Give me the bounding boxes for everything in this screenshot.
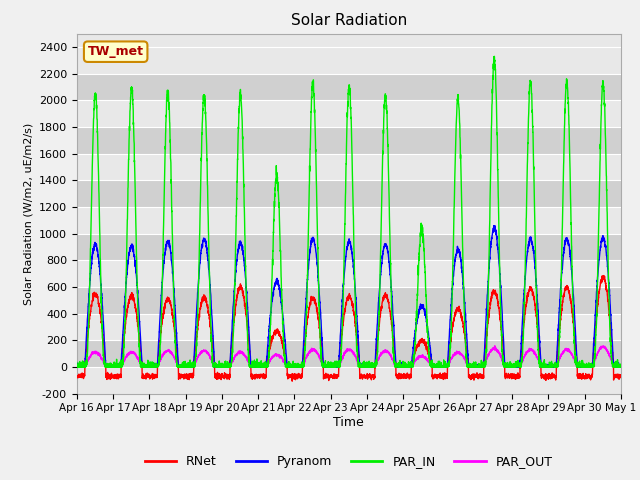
PAR_IN xyxy=(73,364,81,370)
Bar xyxy=(77,154,621,180)
Pyranom xyxy=(502,362,509,368)
Line: PAR_OUT: PAR_OUT xyxy=(77,346,621,367)
Bar xyxy=(77,100,621,127)
PAR_OUT xyxy=(616,364,624,370)
RNet xyxy=(616,375,624,381)
Legend: RNet, Pyranom, PAR_IN, PAR_OUT: RNet, Pyranom, PAR_IN, PAR_OUT xyxy=(140,450,557,473)
PAR_IN xyxy=(171,325,179,331)
Bar xyxy=(77,207,621,234)
PAR_IN xyxy=(441,361,449,367)
PAR_IN xyxy=(490,53,498,59)
Line: Pyranom: Pyranom xyxy=(77,226,621,367)
Pyranom xyxy=(73,364,81,370)
PAR_IN xyxy=(329,363,337,369)
PAR_IN xyxy=(617,361,625,367)
PAR_OUT xyxy=(328,364,336,370)
RNet xyxy=(600,273,607,278)
Pyranom xyxy=(171,296,179,302)
Text: TW_met: TW_met xyxy=(88,45,144,58)
Title: Solar Radiation: Solar Radiation xyxy=(291,13,407,28)
Bar xyxy=(77,73,621,100)
PAR_OUT xyxy=(617,363,625,369)
RNet xyxy=(289,378,296,384)
PAR_OUT xyxy=(502,364,509,370)
PAR_OUT xyxy=(491,343,499,348)
RNet xyxy=(502,374,509,380)
Bar xyxy=(77,47,621,73)
PAR_IN xyxy=(502,361,509,367)
Bar xyxy=(77,313,621,340)
X-axis label: Time: Time xyxy=(333,416,364,429)
Pyranom xyxy=(328,364,336,370)
Y-axis label: Solar Radiation (W/m2, uE/m2/s): Solar Radiation (W/m2, uE/m2/s) xyxy=(23,122,33,305)
Pyranom xyxy=(471,364,479,370)
Pyranom xyxy=(616,363,624,369)
RNet xyxy=(441,375,449,381)
PAR_IN xyxy=(616,364,624,370)
RNet xyxy=(329,373,337,379)
RNet xyxy=(617,372,625,378)
Pyranom xyxy=(617,364,625,370)
Line: RNet: RNet xyxy=(77,276,621,381)
Bar xyxy=(77,287,621,313)
PAR_IN xyxy=(471,360,479,366)
Bar xyxy=(77,180,621,207)
PAR_OUT xyxy=(73,364,81,370)
PAR_OUT xyxy=(471,364,479,370)
PAR_OUT xyxy=(440,363,448,369)
Bar xyxy=(77,234,621,260)
PAR_IN xyxy=(73,360,81,365)
RNet xyxy=(73,374,81,380)
RNet xyxy=(171,329,179,335)
Bar xyxy=(77,260,621,287)
Bar xyxy=(77,127,621,154)
Pyranom xyxy=(440,364,448,370)
PAR_OUT xyxy=(171,356,179,361)
Line: PAR_IN: PAR_IN xyxy=(77,56,621,367)
Pyranom xyxy=(491,223,499,228)
RNet xyxy=(471,372,479,378)
Bar xyxy=(77,340,621,367)
Bar xyxy=(77,367,621,394)
